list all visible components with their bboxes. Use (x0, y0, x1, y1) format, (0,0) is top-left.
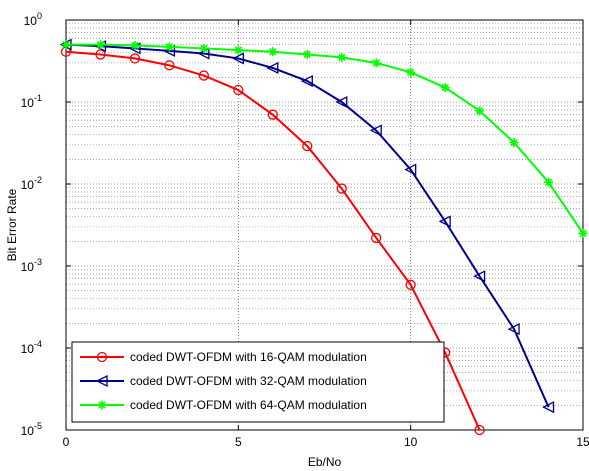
y-axis-label: Bit Error Rate (5, 188, 19, 261)
y-tick-label: 10-1 (21, 93, 42, 110)
data-point (266, 61, 279, 75)
data-point (542, 401, 555, 414)
data-point (95, 49, 106, 60)
data-point-stroke (234, 46, 243, 54)
series-line (65, 43, 550, 408)
x-tick-label: 5 (235, 435, 242, 449)
data-point (164, 60, 175, 71)
data-point (302, 140, 313, 152)
y-tick-exponent: -3 (34, 257, 42, 267)
data-point (337, 52, 347, 62)
data-point (405, 279, 416, 290)
data-point-stroke (131, 41, 139, 50)
series-line (66, 43, 584, 234)
y-tick-label: 10-4 (21, 339, 42, 356)
y-tick-label: 10-5 (21, 421, 42, 438)
legend: coded DWT-OFDM with 16-QAM modulation cod… (71, 341, 445, 423)
data-point-stroke (441, 83, 449, 92)
legend-label: coded DWT-OFDM with 16-QAM modulation (130, 350, 367, 364)
data-point-stroke (544, 178, 553, 186)
y-tick-exponent: -5 (34, 421, 42, 431)
data-point-stroke (165, 43, 174, 51)
data-point (438, 215, 451, 228)
x-tick-label: 10 (404, 435, 418, 449)
data-point (129, 53, 141, 64)
data-point-stroke (269, 48, 277, 56)
series-line (65, 50, 481, 431)
data-point (95, 40, 105, 50)
y-tick-label: 10-2 (21, 175, 42, 192)
legend-box (71, 341, 445, 423)
data-point (267, 109, 278, 120)
data-point (198, 70, 210, 81)
data-point-stroke (406, 68, 415, 77)
plot-frame (65, 19, 584, 431)
data-point (371, 58, 381, 68)
data-point (404, 163, 417, 176)
y-tick-exponent: 0 (37, 11, 42, 21)
y-tick-exponent: -4 (34, 339, 42, 349)
data-point (544, 177, 554, 187)
x-tick-label: 0 (63, 435, 70, 449)
data-point (231, 52, 244, 65)
data-point (509, 138, 519, 148)
data-point (302, 49, 312, 59)
data-point (440, 83, 450, 93)
legend-label: coded DWT-OFDM with 32-QAM modulation (130, 374, 367, 388)
legend-label: coded DWT-OFDM with 64-QAM modulation (130, 398, 367, 412)
data-point (130, 40, 140, 50)
y-tick-exponent: -2 (34, 175, 42, 185)
data-point (199, 43, 209, 53)
data-point-stroke (475, 107, 484, 115)
data-point (96, 351, 108, 363)
y-tick-exponent: -1 (34, 93, 42, 103)
x-axis-label: Eb/No (308, 455, 342, 469)
data-point (336, 183, 347, 194)
data-point-stroke (303, 50, 311, 59)
x-tick-label: 15 (576, 435, 589, 449)
data-point (369, 124, 382, 137)
data-point (233, 84, 244, 96)
data-point-stroke (200, 44, 208, 53)
y-tick-label: 10-3 (21, 257, 42, 274)
data-point (406, 67, 416, 77)
data-point (475, 106, 485, 116)
data-point (97, 400, 107, 410)
grid-layer (66, 20, 583, 431)
data-point (300, 75, 313, 88)
data-point (335, 95, 348, 109)
data-point (268, 47, 278, 57)
series-layer (59, 38, 588, 436)
data-point-stroke (510, 138, 518, 147)
data-point (507, 323, 520, 336)
data-point (61, 40, 71, 50)
data-point-stroke (372, 59, 380, 67)
data-point (164, 42, 174, 52)
data-point (473, 270, 486, 283)
data-point-stroke (62, 40, 70, 49)
y-tick-label: 100 (24, 11, 42, 28)
data-point (95, 374, 108, 388)
data-point (474, 424, 485, 436)
data-point-stroke (96, 40, 105, 49)
data-point (578, 228, 588, 238)
data-point-stroke (98, 401, 106, 409)
data-point (371, 232, 382, 244)
data-point-stroke (579, 229, 587, 238)
data-point (233, 45, 243, 55)
data-point-stroke (338, 53, 346, 62)
